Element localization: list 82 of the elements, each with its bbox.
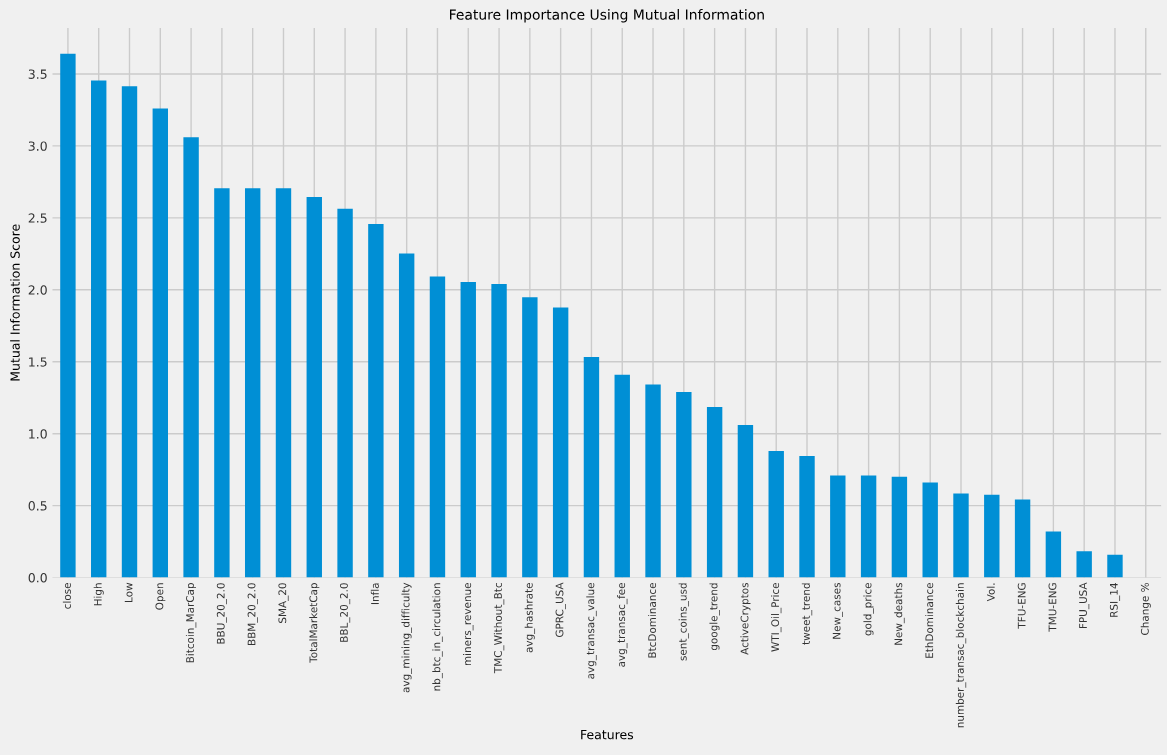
x-tick-label: sent_coins_usd xyxy=(678,583,690,661)
bar xyxy=(953,493,969,578)
bar xyxy=(706,406,723,578)
y-tick-label: 1.0 xyxy=(29,429,47,439)
bar xyxy=(1045,531,1062,578)
bar xyxy=(552,307,569,578)
bar xyxy=(214,188,230,578)
x-tick-label: TotalMarketCap xyxy=(309,583,320,663)
x-tick-label: ActiveCryptos xyxy=(740,582,751,655)
x-tick-label: GPRC_USA xyxy=(555,582,566,637)
x-tick-label: High xyxy=(93,583,104,606)
bar xyxy=(306,197,322,578)
x-tick-label: New_deaths xyxy=(894,582,905,645)
bar xyxy=(860,475,877,578)
bar xyxy=(583,357,600,578)
y-tick-label: 2.0 xyxy=(28,285,47,295)
x-tick-label: Vol. xyxy=(986,583,995,602)
y-tick-label: 3.0 xyxy=(28,141,47,151)
x-tick-label: BBM_20_2.0 xyxy=(247,583,258,645)
bar xyxy=(337,208,353,578)
x-tick-label: avg_transac_fee xyxy=(617,582,628,667)
bar xyxy=(922,482,938,578)
bar xyxy=(491,283,507,578)
y-tick-label: 1.5 xyxy=(29,357,47,367)
y-tick-label: 0.5 xyxy=(28,501,47,511)
bar xyxy=(676,391,692,578)
x-tick-label: tweet_trend xyxy=(801,583,813,645)
y-tick-label: 2.5 xyxy=(28,213,47,223)
bar xyxy=(398,253,415,578)
x-tick-label: WTI_Oil_Price xyxy=(771,582,782,652)
bar xyxy=(1107,554,1123,578)
x-tick-label: Infla xyxy=(370,583,379,605)
x-tick-label: RSI_14 xyxy=(1109,583,1121,617)
x-tick-label: EthDominance xyxy=(925,582,934,658)
x-tick-label: avg_transac_value xyxy=(586,582,597,679)
x-tick-label: BBL_20_2.0 xyxy=(339,583,351,642)
x-tick-label: SMA_20 xyxy=(278,583,289,623)
bar xyxy=(152,108,168,578)
x-tick-label: TMU-ENG xyxy=(1048,583,1057,632)
x-tick-label: FPU_USA xyxy=(1079,582,1090,629)
y-axis-title: Mutual Information Score xyxy=(10,224,20,381)
bar xyxy=(91,80,107,578)
x-tick-label: BtcDominance xyxy=(647,582,657,658)
x-axis-title: Features xyxy=(581,730,634,740)
bar xyxy=(183,137,199,578)
bar xyxy=(244,188,261,578)
x-tick-label: close xyxy=(62,582,71,609)
x-tick-label: TMC_Without_Btc xyxy=(493,583,505,674)
bar xyxy=(60,53,76,578)
bar xyxy=(614,374,630,578)
bar xyxy=(891,476,908,578)
bar xyxy=(460,281,476,578)
x-tick-label: TFU-ENG xyxy=(1017,583,1026,629)
bar xyxy=(1014,499,1031,578)
x-tick-label: nb_btc_in_circulation xyxy=(432,583,443,691)
bar xyxy=(368,224,384,578)
bar xyxy=(121,86,138,578)
bar xyxy=(984,494,1000,578)
x-tick-label: BBU_20_2.0 xyxy=(216,583,227,644)
bar xyxy=(737,425,754,578)
y-tick-label: 3.5 xyxy=(28,69,47,79)
bar xyxy=(768,450,784,578)
x-tick-label: google_trend xyxy=(709,583,720,651)
bar xyxy=(522,297,538,578)
x-tick-label: miners_revenue xyxy=(463,582,474,666)
x-tick-label: avg_mining_difficulty xyxy=(401,582,412,693)
bar xyxy=(799,455,815,578)
x-tick-label: number_transac_blockchain xyxy=(955,583,967,728)
bar xyxy=(275,188,292,578)
y-tick-label: 0.0 xyxy=(28,573,47,583)
x-tick-label: avg_hashrate xyxy=(524,582,536,653)
x-tick-label: Bitcoin_MarCap xyxy=(185,583,197,663)
bar xyxy=(429,276,446,578)
x-tick-label: Low xyxy=(124,582,133,602)
bar xyxy=(830,475,846,578)
chart-title: Feature Importance Using Mutual Information xyxy=(450,9,764,23)
x-tick-label: Change % xyxy=(1140,583,1151,635)
x-tick-label: gold_price xyxy=(863,582,874,636)
x-tick-label: Open xyxy=(155,583,166,610)
bar xyxy=(1076,551,1092,578)
x-tick-label: New_cases xyxy=(832,582,843,639)
bar xyxy=(645,384,661,578)
